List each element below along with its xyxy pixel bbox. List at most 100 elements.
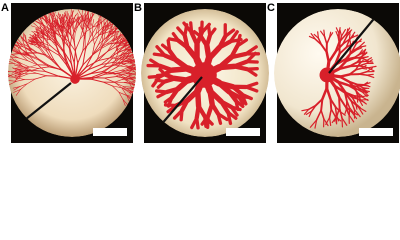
finger	[59, 14, 64, 21]
finger	[14, 76, 22, 82]
finger	[355, 103, 361, 109]
finger	[107, 29, 117, 37]
finger	[45, 54, 55, 61]
finger	[134, 48, 136, 57]
finger	[351, 96, 357, 105]
finger	[102, 81, 113, 87]
finger	[41, 42, 51, 47]
finger	[69, 27, 71, 35]
finger	[337, 30, 341, 38]
finger	[51, 32, 58, 35]
finger	[117, 48, 122, 55]
finger	[26, 78, 36, 85]
finger	[51, 21, 58, 27]
finger	[43, 24, 50, 33]
finger	[127, 63, 136, 70]
finger	[106, 40, 113, 45]
finger	[121, 62, 130, 67]
finger	[367, 65, 377, 69]
finger	[74, 69, 89, 80]
finger	[346, 31, 352, 38]
finger	[69, 21, 71, 28]
finger	[69, 41, 76, 52]
finger	[320, 109, 325, 120]
finger	[119, 37, 122, 45]
finger	[115, 31, 119, 39]
finger	[110, 31, 115, 38]
finger	[14, 74, 23, 76]
finger	[107, 41, 115, 52]
finger	[39, 38, 45, 46]
finger	[11, 53, 21, 55]
finger	[135, 57, 136, 65]
finger	[355, 47, 363, 51]
finger	[47, 34, 52, 41]
panel-label: B	[134, 2, 142, 14]
finger	[166, 38, 172, 53]
finger	[37, 27, 43, 33]
finger	[102, 58, 113, 68]
finger	[35, 44, 44, 48]
view	[141, 9, 269, 137]
finger	[89, 26, 98, 38]
finger	[73, 41, 76, 52]
finger	[217, 39, 233, 50]
finger	[92, 18, 95, 27]
finger	[78, 16, 82, 23]
finger	[365, 59, 373, 65]
finger	[41, 17, 48, 23]
finger	[50, 50, 60, 56]
finger	[66, 21, 69, 28]
finger	[115, 44, 124, 48]
finger	[349, 49, 357, 56]
finger	[44, 14, 49, 22]
finger	[60, 24, 67, 29]
finger	[67, 22, 71, 28]
finger	[124, 43, 128, 52]
finger	[34, 75, 47, 80]
finger	[29, 47, 38, 53]
finger	[123, 81, 133, 83]
finger	[34, 20, 43, 25]
scale-bar	[359, 128, 393, 136]
finger	[45, 75, 60, 77]
finger	[117, 57, 124, 63]
finger	[40, 47, 47, 56]
finger	[68, 13, 70, 22]
finger	[98, 34, 103, 45]
finger	[172, 108, 184, 120]
finger	[227, 89, 239, 103]
finger	[19, 53, 30, 57]
finger	[28, 68, 39, 72]
finger	[74, 18, 80, 24]
finger	[62, 22, 67, 29]
finger	[14, 59, 22, 64]
finger	[107, 26, 112, 37]
finger	[72, 12, 78, 20]
finger	[81, 16, 84, 26]
finger	[39, 28, 50, 33]
finger	[31, 39, 37, 44]
finger	[50, 30, 56, 38]
finger	[114, 55, 121, 61]
finger	[171, 32, 181, 43]
finger	[334, 115, 342, 122]
finger	[70, 9, 72, 18]
finger	[105, 24, 110, 32]
finger	[134, 52, 136, 57]
finger	[206, 44, 222, 62]
finger	[358, 73, 368, 76]
finger	[15, 44, 24, 48]
finger	[329, 97, 333, 111]
finger	[101, 36, 109, 47]
finger	[44, 38, 51, 47]
finger	[116, 41, 123, 50]
finger	[107, 23, 111, 30]
finger	[30, 40, 38, 43]
finger	[204, 33, 212, 49]
finger	[63, 51, 68, 66]
finger	[49, 11, 53, 20]
finger	[62, 14, 65, 23]
finger	[75, 38, 81, 51]
finger	[8, 75, 11, 78]
